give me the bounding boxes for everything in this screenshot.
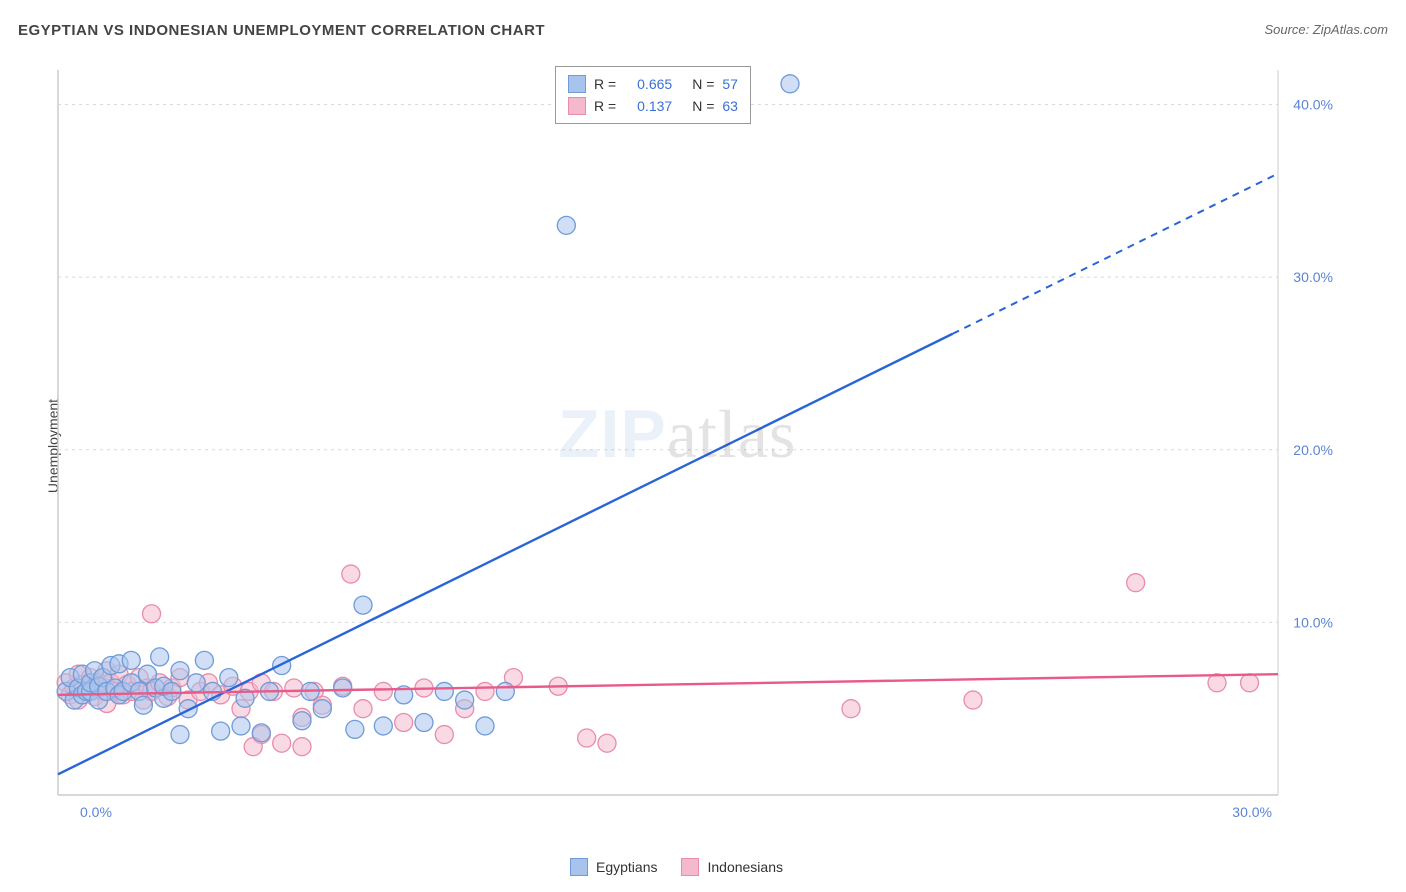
swatch-egyptians-icon — [570, 858, 588, 876]
swatch-egyptians-icon — [568, 75, 586, 93]
svg-text:40.0%: 40.0% — [1293, 97, 1333, 113]
svg-text:10.0%: 10.0% — [1293, 614, 1333, 630]
stats-row-egyptians: R =0.665N =57 — [568, 73, 738, 95]
legend-item-egyptians: Egyptians — [570, 858, 657, 876]
svg-text:20.0%: 20.0% — [1293, 442, 1333, 458]
svg-text:0.0%: 0.0% — [80, 804, 112, 820]
plot-area: 10.0%20.0%30.0%40.0%0.0%30.0% ZIPatlas — [48, 60, 1358, 835]
legend-item-indonesians: Indonesians — [681, 858, 783, 876]
chart-title: EGYPTIAN VS INDONESIAN UNEMPLOYMENT CORR… — [18, 22, 545, 39]
chart-svg: 10.0% 20.0% 30.0% 40.0% 0.0% 30.0% — [48, 60, 1358, 835]
series-legend: Egyptians Indonesians — [570, 858, 783, 876]
svg-text:30.0%: 30.0% — [1232, 804, 1272, 820]
stats-legend: R =0.665N =57R =0.137N =63 — [555, 66, 751, 124]
chart-container: EGYPTIAN VS INDONESIAN UNEMPLOYMENT CORR… — [0, 0, 1406, 892]
swatch-indonesians-icon — [568, 97, 586, 115]
source-label: Source: ZipAtlas.com — [1264, 22, 1388, 37]
stats-row-indonesians: R =0.137N =63 — [568, 95, 738, 117]
swatch-indonesians-icon — [681, 858, 699, 876]
svg-text:30.0%: 30.0% — [1293, 269, 1333, 285]
